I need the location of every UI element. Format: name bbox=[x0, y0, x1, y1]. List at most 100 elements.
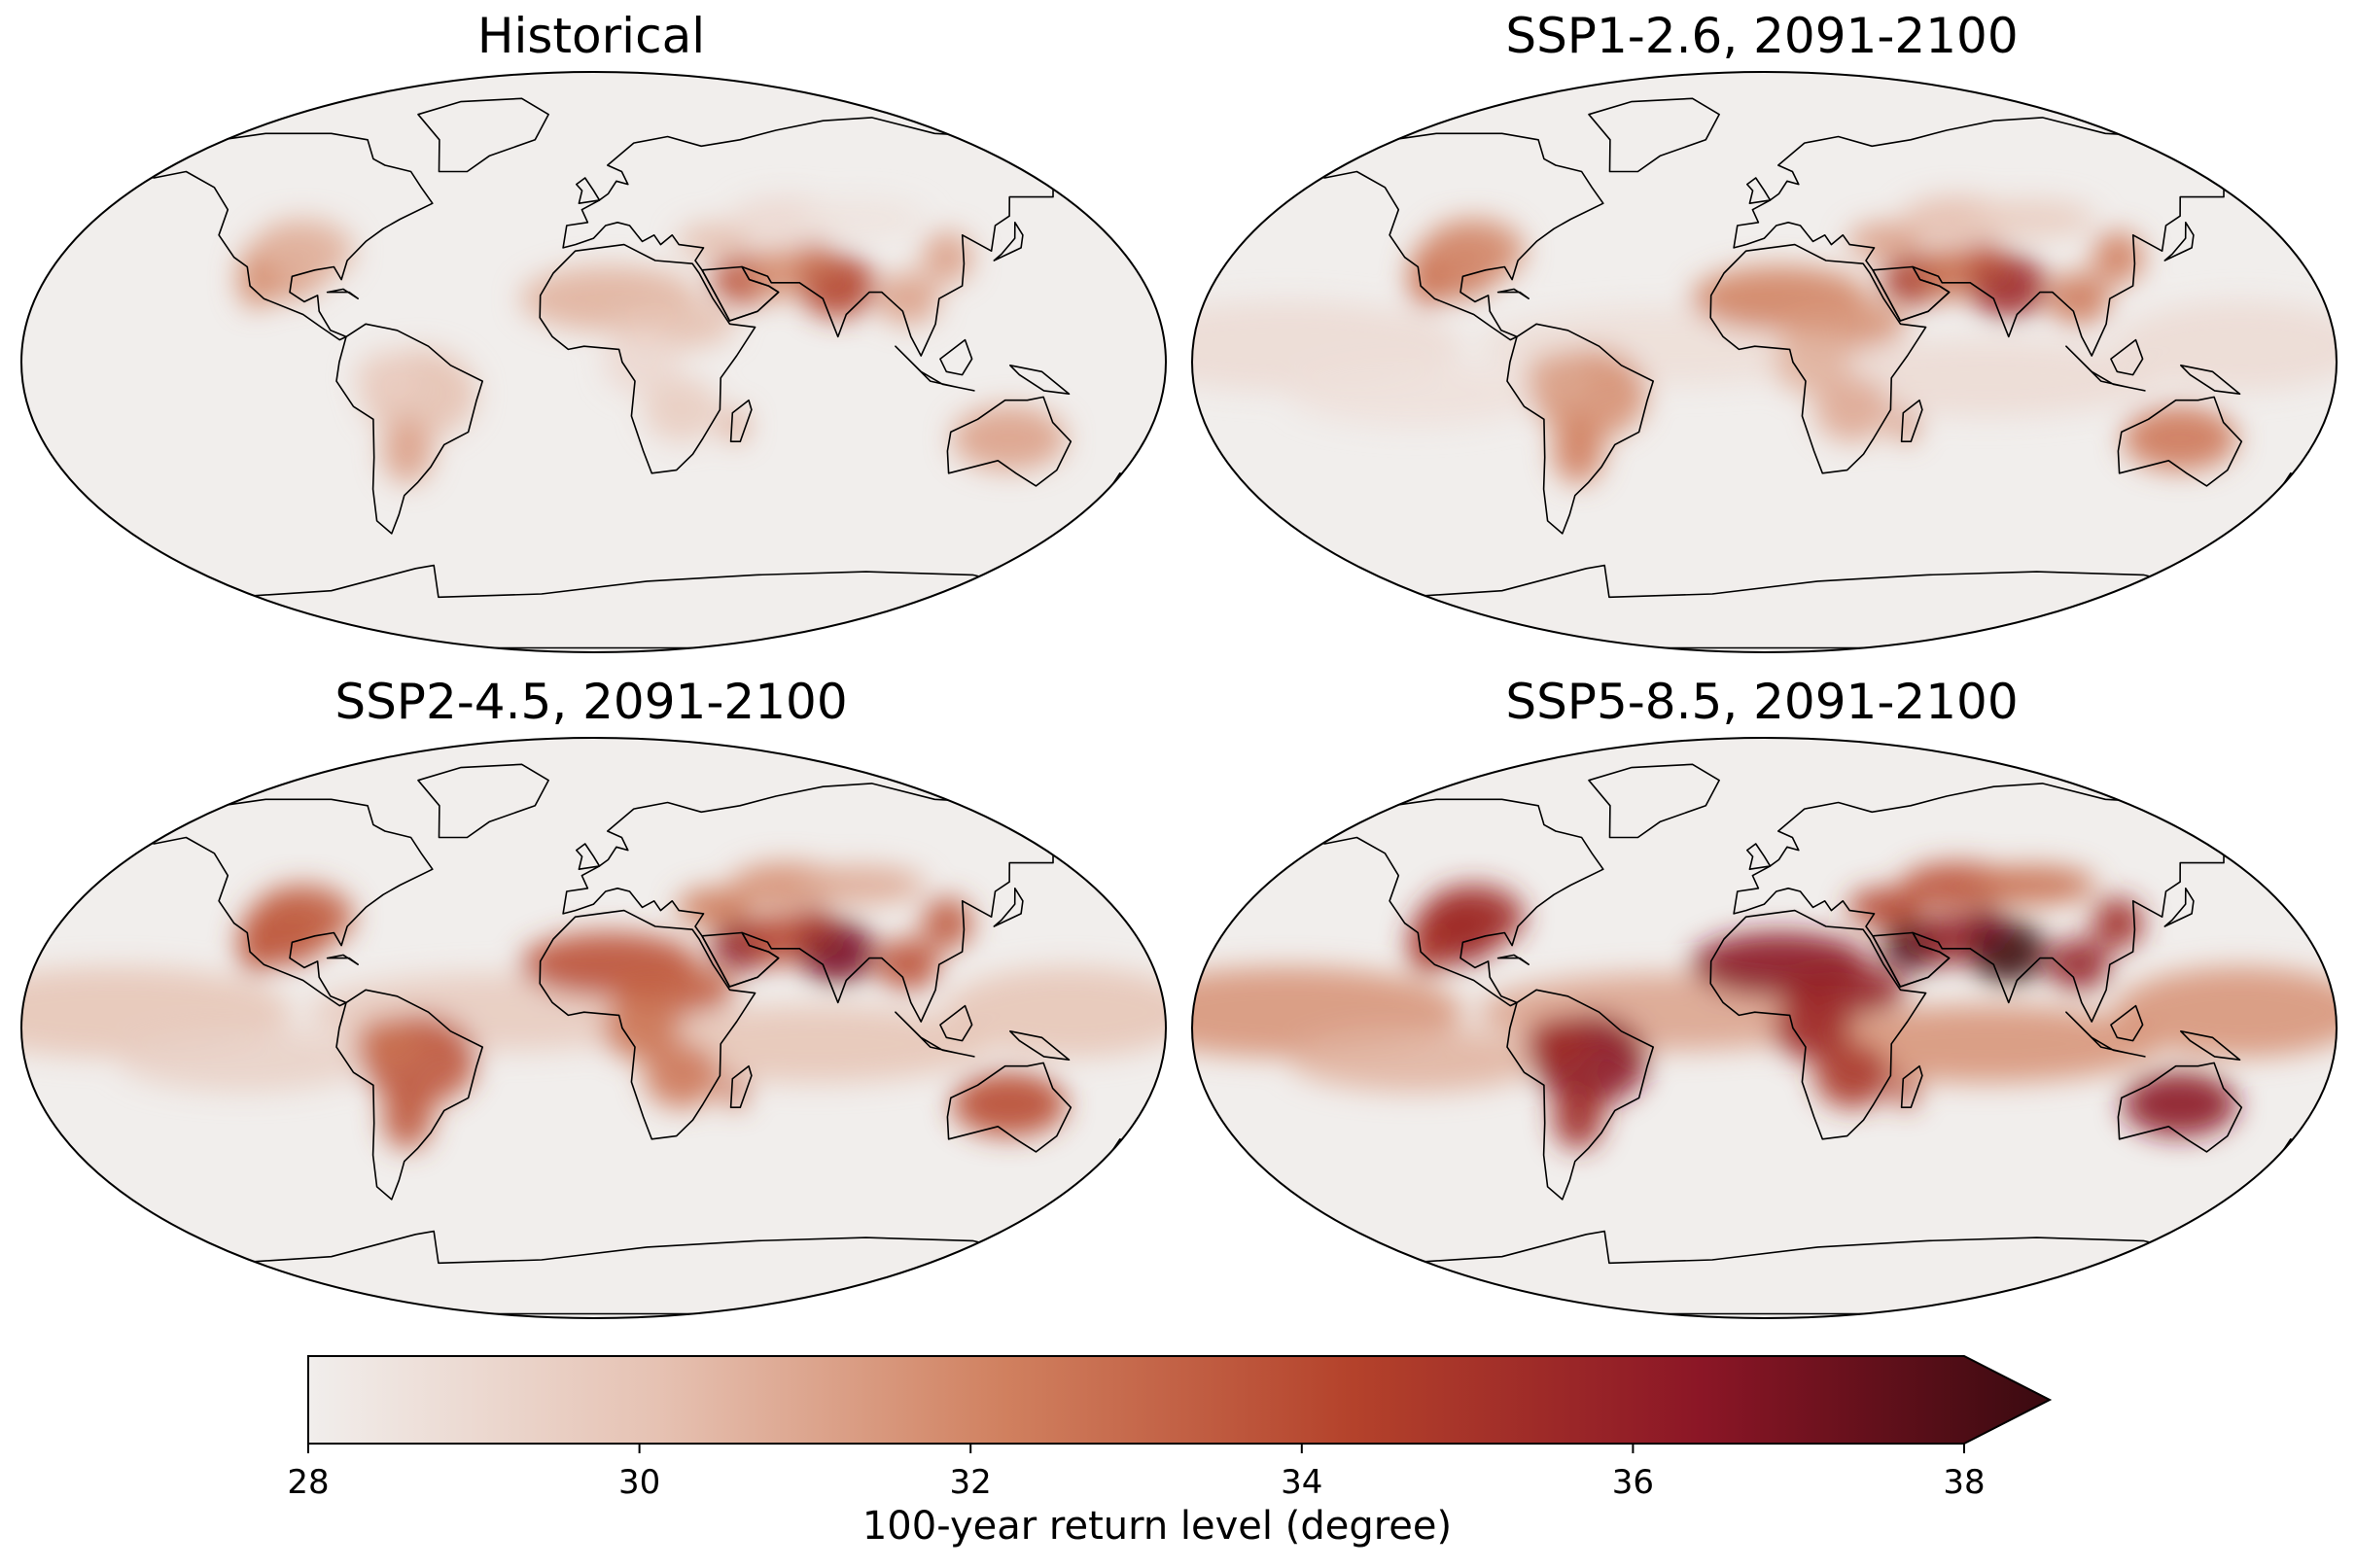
land-hotspot bbox=[748, 247, 812, 299]
ocean-warming-band bbox=[1288, 1028, 1543, 1093]
ocean-warming-band bbox=[641, 1005, 992, 1083]
ocean-warming-band bbox=[2113, 966, 2337, 1058]
land-hotspot bbox=[921, 897, 973, 950]
coastline-south-america bbox=[1506, 989, 1654, 1201]
land-hotspot bbox=[1892, 409, 1918, 442]
land-hotspot bbox=[603, 330, 680, 395]
panel-title-ssp126: SSP1-2.6, 2091-2100 bbox=[1505, 8, 2019, 64]
coastline-borneo bbox=[2110, 1004, 2144, 1042]
colorbar-tick-label-36: 36 bbox=[1611, 1463, 1655, 1502]
coastline-north-america bbox=[128, 798, 434, 1007]
coastline-borneo bbox=[939, 1004, 973, 1042]
panel-title-ssp245: SSP2-4.5, 2091-2100 bbox=[334, 674, 848, 730]
coastline-japan bbox=[2163, 888, 2195, 927]
coastline-uk bbox=[576, 843, 601, 870]
coastline-north-america bbox=[128, 132, 434, 341]
coastline-uk bbox=[576, 177, 601, 204]
ocean-warming-band bbox=[1288, 362, 1543, 427]
land-hotspot bbox=[1552, 418, 1604, 484]
coastline-uk bbox=[1746, 177, 1772, 204]
land-hotspot bbox=[748, 913, 812, 965]
land-hotspot bbox=[2046, 272, 2111, 325]
map-background bbox=[21, 72, 1166, 652]
land-hotspot bbox=[1526, 1018, 1590, 1070]
land-hotspot bbox=[1966, 241, 2006, 280]
colorbar-label: 100-year return level (degree) bbox=[862, 1504, 1453, 1549]
land-hotspot bbox=[921, 231, 973, 284]
land-hotspot bbox=[1774, 330, 1850, 395]
coastline-indonesia bbox=[2065, 1011, 2146, 1058]
coastline-japan bbox=[993, 888, 1024, 927]
land-hotspot bbox=[355, 1018, 419, 1070]
coastline-eurasia bbox=[562, 117, 1090, 357]
colorbar-tick-label-28: 28 bbox=[287, 1463, 330, 1502]
coastline-arabia bbox=[701, 931, 780, 988]
map-border bbox=[1191, 737, 2338, 1319]
land-hotspot bbox=[795, 907, 835, 946]
land-hotspot bbox=[1847, 888, 1924, 927]
coastline-madagascar bbox=[1900, 399, 1923, 442]
land-hotspot bbox=[721, 409, 748, 442]
land-hotspot bbox=[1814, 377, 1891, 442]
coastline-australia bbox=[2117, 1062, 2243, 1153]
map-field bbox=[21, 72, 1166, 652]
coastline-greenland bbox=[417, 763, 549, 839]
ocean-warming-band bbox=[942, 966, 1166, 1058]
colorbar-tick-label-34: 34 bbox=[1281, 1463, 1323, 1502]
coastline-africa bbox=[1709, 243, 1927, 474]
land-hotspot bbox=[875, 272, 940, 325]
coastline-cuba bbox=[326, 954, 359, 965]
coastline-south-america bbox=[1506, 323, 1654, 535]
coastline-new-guinea bbox=[1009, 1030, 1071, 1061]
coastline-greenland bbox=[1588, 763, 1720, 839]
coastline-uk bbox=[1746, 843, 1772, 870]
land-hotspot bbox=[677, 222, 754, 261]
land-hotspot bbox=[795, 241, 835, 280]
land-hotspot bbox=[1892, 1075, 1918, 1108]
coastline-madagascar bbox=[1900, 1064, 1923, 1108]
ocean-warming-band bbox=[2113, 300, 2337, 392]
coastline-australia bbox=[2117, 396, 2243, 487]
land-hotspot bbox=[355, 352, 419, 404]
ocean-warming-band bbox=[1811, 339, 2163, 417]
ocean-warming-band bbox=[118, 1028, 372, 1093]
coastline-japan bbox=[993, 222, 1024, 261]
coastline-indonesia bbox=[895, 345, 975, 392]
map-border bbox=[1191, 71, 2338, 653]
map-field bbox=[1192, 72, 2337, 652]
coastline-arabia bbox=[701, 265, 780, 322]
land-hotspot bbox=[1966, 907, 2006, 946]
coastline-eurasia bbox=[1733, 117, 2261, 357]
panel-title-historical: Historical bbox=[476, 8, 706, 64]
land-hotspot bbox=[2046, 938, 2111, 991]
coastline-arabia bbox=[1872, 265, 1951, 322]
coastline-new-guinea bbox=[2180, 365, 2241, 395]
coastline-south-america bbox=[335, 989, 483, 1201]
coastline-africa bbox=[539, 909, 756, 1140]
land-hotspot bbox=[2092, 897, 2144, 950]
map-ssp245 bbox=[20, 737, 1167, 1319]
coastline-japan bbox=[2163, 222, 2195, 261]
land-hotspot bbox=[797, 865, 926, 905]
land-hotspot bbox=[875, 938, 940, 991]
land-hotspot bbox=[951, 1071, 1067, 1137]
coastline-cuba bbox=[1496, 954, 1530, 965]
coastline-borneo bbox=[939, 338, 973, 376]
coastline-indonesia bbox=[895, 1011, 975, 1058]
map-border bbox=[20, 737, 1167, 1319]
land-hotspot bbox=[2092, 231, 2144, 284]
land-hotspot bbox=[1814, 1043, 1891, 1108]
map-historical bbox=[20, 71, 1167, 653]
coastline-greenland bbox=[417, 97, 549, 173]
map-ssp126 bbox=[1191, 71, 2338, 653]
coastline-cuba bbox=[1496, 288, 1530, 299]
land-hotspot bbox=[721, 1075, 748, 1108]
coastline-arabia bbox=[1872, 931, 1951, 988]
coastline-north-america bbox=[1299, 132, 1604, 341]
land-hotspot bbox=[603, 995, 680, 1061]
land-hotspot bbox=[1847, 222, 1924, 261]
land-hotspot bbox=[1552, 1084, 1604, 1150]
coastline-borneo bbox=[2110, 338, 2144, 376]
coastline-australia bbox=[946, 396, 1073, 487]
coastline-north-america bbox=[1299, 798, 1604, 1007]
